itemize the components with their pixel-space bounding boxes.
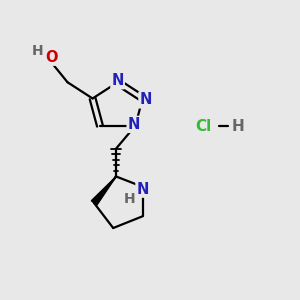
Polygon shape bbox=[91, 176, 116, 205]
Text: N: N bbox=[136, 182, 149, 197]
Text: H: H bbox=[124, 192, 135, 206]
Text: H: H bbox=[32, 44, 43, 58]
Text: H: H bbox=[232, 119, 245, 134]
Text: N: N bbox=[140, 92, 152, 107]
Text: N: N bbox=[128, 117, 140, 132]
Text: Cl: Cl bbox=[195, 119, 211, 134]
Text: N: N bbox=[111, 73, 124, 88]
Text: O: O bbox=[45, 50, 58, 65]
